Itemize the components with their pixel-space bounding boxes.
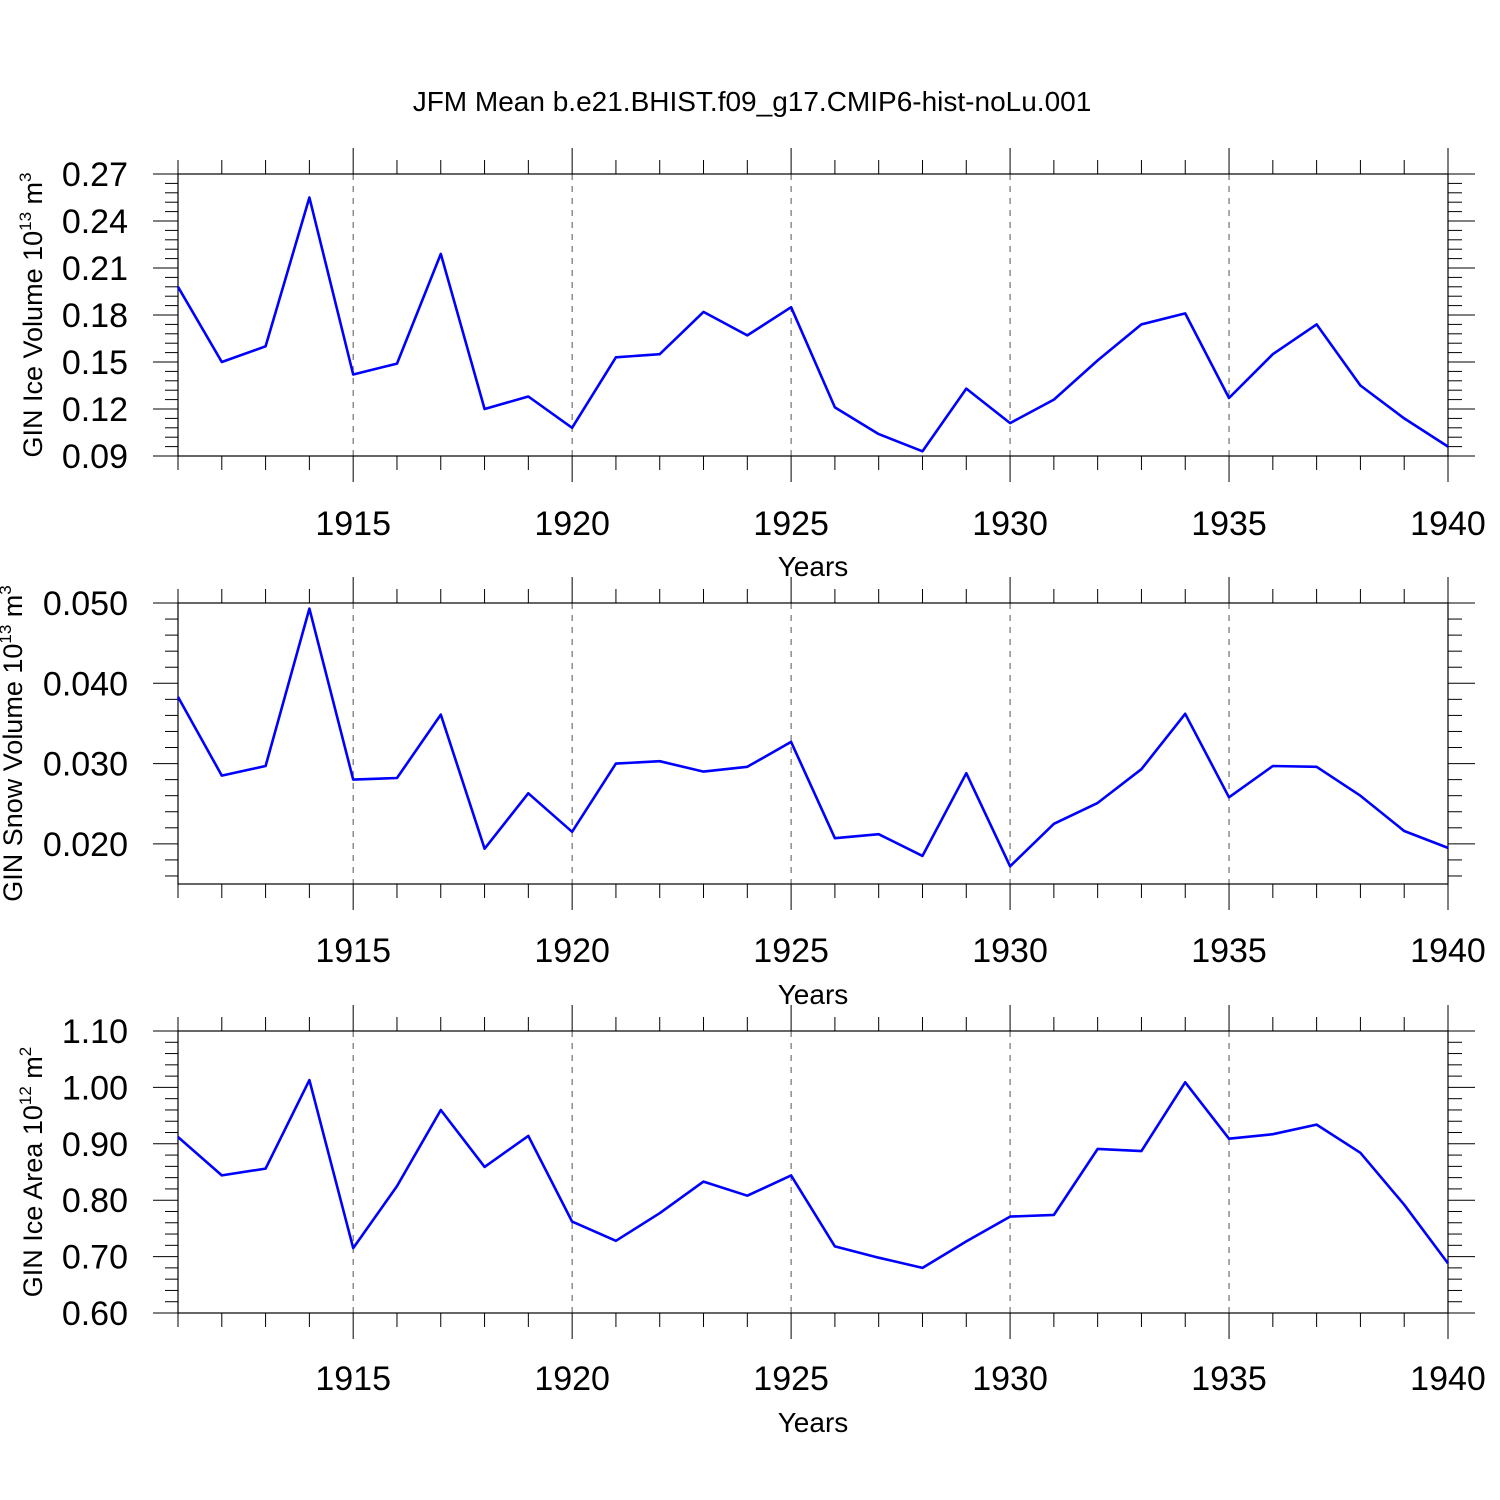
x-tick-label: 1940 — [1410, 932, 1486, 970]
x-tick-label: 1940 — [1410, 505, 1486, 543]
series-line — [176, 196, 1449, 453]
y-tick-label: 0.24 — [62, 203, 128, 241]
x-tick-label: 1925 — [753, 1360, 829, 1398]
y-axis-label-unit-exponent: 3 — [0, 585, 15, 594]
y-tick-label: 0.040 — [43, 665, 128, 703]
x-tick-label: 1940 — [1410, 1360, 1486, 1398]
x-tick-label: 1935 — [1191, 505, 1267, 543]
plot-frame — [177, 602, 1449, 885]
x-tick-label: 1935 — [1191, 932, 1267, 970]
x-axis-label: Years — [778, 1407, 849, 1438]
x-tick-label: 1935 — [1191, 1360, 1267, 1398]
chart-title: JFM Mean b.e21.BHIST.f09_g17.CMIP6-hist-… — [413, 86, 1092, 117]
panel-1: 0.09 0.12 0.15 0.18 0.21 0.24 0.27 1915 1920 1925… — [16, 148, 1486, 582]
y-tick-label: 0.80 — [62, 1182, 128, 1220]
panel-2: 0.020 0.030 0.040 0.050 1915 1920 1925 1930 1935… — [0, 577, 1486, 1010]
plot-frame — [177, 173, 1449, 457]
x-tick-label: 1915 — [315, 1360, 391, 1398]
series-line — [176, 607, 1449, 868]
y-tick-label: 0.15 — [62, 344, 128, 382]
y-tick-label: 0.70 — [62, 1239, 128, 1277]
y-tick-label: 0.020 — [43, 826, 128, 864]
y-axis-label-unit-exponent: 2 — [16, 1047, 35, 1056]
y-tick-label: 0.27 — [62, 156, 128, 194]
y-axis-label-unit: m — [18, 1056, 48, 1086]
panel-3: 0.60 0.70 0.80 0.90 1.00 1.10 1915 1920 1925 1930… — [16, 1005, 1486, 1438]
series-line — [177, 1078, 1450, 1270]
x-axis-label: Years — [778, 979, 849, 1010]
y-tick-label: 0.60 — [62, 1295, 128, 1333]
y-tick-label: 1.00 — [62, 1069, 128, 1107]
y-axis-label-main: GIN Snow Volume 10 — [0, 644, 28, 902]
x-axis-label: Years — [778, 551, 849, 582]
y-tick-label: 1.10 — [62, 1013, 128, 1051]
x-tick-label: 1920 — [534, 1360, 610, 1398]
y-axis-label-unit-exponent: 3 — [16, 172, 35, 181]
y-axis-label-main: GIN Ice Volume 10 — [18, 231, 48, 458]
y-axis-label: GIN Ice Volume 1013 m3 — [16, 172, 48, 457]
x-tick-label: 1930 — [972, 505, 1048, 543]
y-tick-label: 0.21 — [62, 250, 128, 288]
x-tick-label: 1925 — [753, 505, 829, 543]
x-tick-label: 1915 — [315, 932, 391, 970]
plot-frame — [177, 1030, 1449, 1314]
y-tick-label: 0.18 — [62, 297, 128, 335]
y-axis-label: GIN Ice Area 1012 m2 — [16, 1047, 48, 1298]
y-axis-label-unit: m — [18, 182, 48, 212]
x-tick-label: 1920 — [534, 505, 610, 543]
x-tick-label: 1930 — [972, 932, 1048, 970]
y-axis-label-main: GIN Ice Area 10 — [18, 1105, 48, 1297]
y-tick-label: 0.09 — [62, 438, 128, 476]
y-tick-label: 0.12 — [62, 391, 128, 429]
y-axis-label-exponent: 13 — [0, 625, 15, 644]
x-tick-label: 1930 — [972, 1360, 1048, 1398]
y-tick-label: 0.050 — [43, 585, 128, 623]
y-axis-label-exponent: 12 — [16, 1086, 35, 1105]
y-tick-label: 0.030 — [43, 746, 128, 784]
x-tick-label: 1915 — [315, 505, 391, 543]
y-tick-label: 0.90 — [62, 1126, 128, 1164]
y-axis-label-exponent: 13 — [16, 212, 35, 231]
x-tick-label: 1925 — [753, 932, 829, 970]
y-axis-label-unit: m — [0, 595, 28, 625]
y-axis-label: GIN Snow Volume 1013 m3 — [0, 585, 28, 902]
x-tick-label: 1920 — [534, 932, 610, 970]
